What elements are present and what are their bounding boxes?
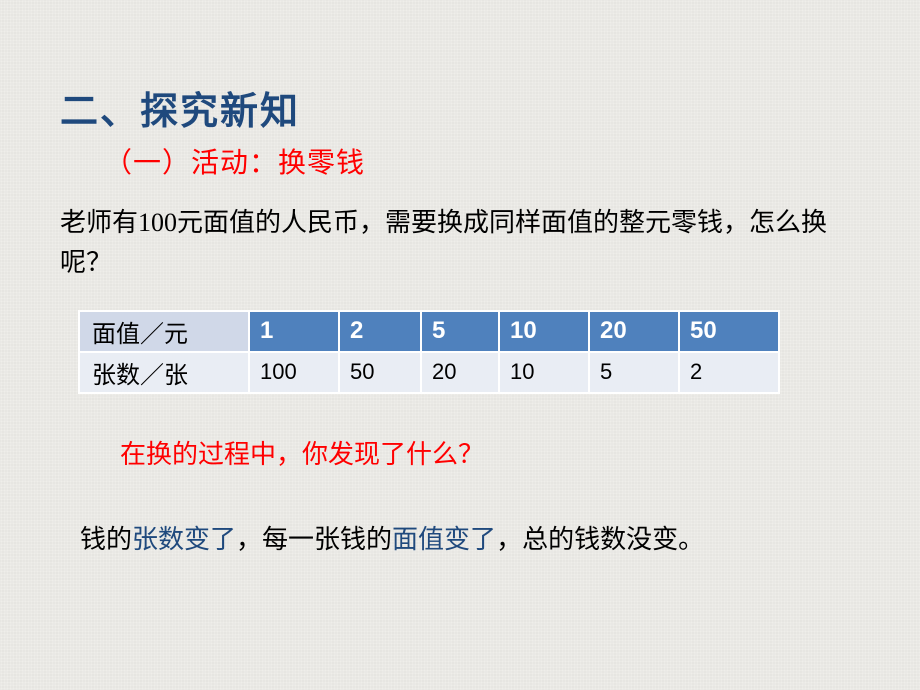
row-label-cell: 张数／张 bbox=[79, 352, 249, 393]
data-cell: 100 bbox=[249, 352, 339, 393]
data-cell: 10 bbox=[499, 352, 589, 393]
slide: 二、探究新知 （一）活动：换零钱 老师有100元面值的人民币，需要换成同样面值的… bbox=[0, 0, 920, 596]
table-header-row: 面值／元 1 2 5 10 20 50 bbox=[79, 311, 779, 352]
header-cell: 10 bbox=[499, 311, 589, 352]
header-label-cell: 面值／元 bbox=[79, 311, 249, 352]
conclusion-part: ，每一张钱的 bbox=[236, 525, 392, 554]
conclusion-part: ，总的钱数没变。 bbox=[496, 525, 704, 554]
data-cell: 50 bbox=[339, 352, 421, 393]
data-cell: 20 bbox=[421, 352, 499, 393]
conclusion-part: 面值变了 bbox=[392, 525, 496, 554]
question-text: 在换的过程中，你发现了什么？ bbox=[120, 434, 860, 471]
data-cell: 2 bbox=[679, 352, 779, 393]
conclusion-part: 张数变了 bbox=[132, 525, 236, 554]
table-data-row: 张数／张 100 50 20 10 5 2 bbox=[79, 352, 779, 393]
section-heading: 二、探究新知 bbox=[60, 80, 860, 135]
exchange-table: 面值／元 1 2 5 10 20 50 张数／张 100 50 20 10 5 … bbox=[78, 310, 780, 394]
header-cell: 50 bbox=[679, 311, 779, 352]
activity-sub-heading: （一）活动：换零钱 bbox=[104, 141, 860, 181]
header-cell: 5 bbox=[421, 311, 499, 352]
data-cell: 5 bbox=[589, 352, 679, 393]
conclusion-text: 钱的张数变了，每一张钱的面值变了，总的钱数没变。 bbox=[80, 519, 860, 556]
header-cell: 20 bbox=[589, 311, 679, 352]
header-cell: 1 bbox=[249, 311, 339, 352]
problem-text: 老师有100元面值的人民币，需要换成同样面值的整元零钱，怎么换呢？ bbox=[60, 203, 860, 284]
conclusion-part: 钱的 bbox=[80, 525, 132, 554]
header-cell: 2 bbox=[339, 311, 421, 352]
